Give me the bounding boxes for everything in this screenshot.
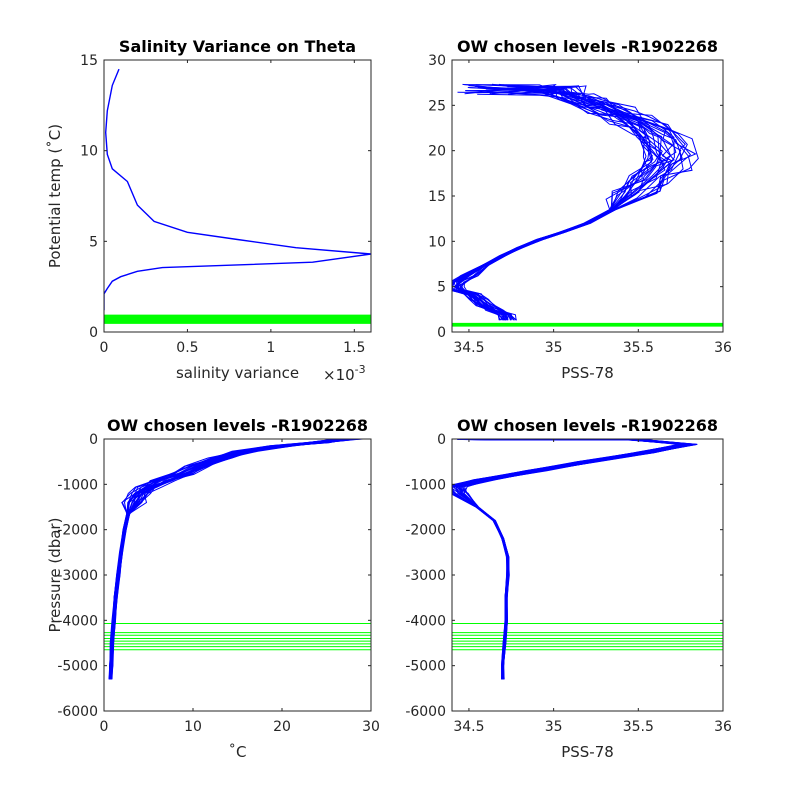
x-tick-label: 20 bbox=[273, 719, 291, 735]
y-tick-label: 15 bbox=[80, 53, 98, 69]
series-line-23 bbox=[111, 439, 354, 680]
y-tick-label: -2000 bbox=[405, 523, 446, 539]
x-axis-label: PSS-78 bbox=[561, 743, 614, 761]
y-tick-label: 20 bbox=[428, 144, 446, 160]
y-tick-label: 0 bbox=[89, 325, 98, 341]
x-tick-label: 30 bbox=[362, 719, 380, 735]
x-exponent-power: -3 bbox=[355, 363, 366, 376]
y-tick-label: 10 bbox=[80, 144, 98, 160]
series-line-28 bbox=[452, 91, 647, 321]
y-tick-label: 0 bbox=[437, 432, 446, 448]
y-axis-label: Pressure (dbar) bbox=[46, 518, 64, 633]
chart-panel-3: 0 10 20 30 -6000 -5000 -4000 -3000 -2000 -1000 0 OW… bbox=[46, 416, 380, 761]
plot-content bbox=[452, 439, 723, 680]
x-tick-label: 0 bbox=[100, 340, 109, 356]
y-tick-label: -4000 bbox=[57, 613, 98, 629]
chart-panel-2: 34.5 35 35.5 36 0 5 10 15 20 25 30 OW chosen levels… bbox=[428, 37, 732, 382]
series-line-27 bbox=[458, 88, 692, 321]
y-tick-label: 0 bbox=[89, 432, 98, 448]
x-exponent-label: ×10-3 bbox=[323, 363, 366, 384]
y-tick-label: -3000 bbox=[57, 568, 98, 584]
x-tick-label: 10 bbox=[184, 719, 202, 735]
y-tick-label: -5000 bbox=[405, 659, 446, 675]
x-tick-label: 36 bbox=[714, 340, 732, 356]
series-line-27 bbox=[460, 439, 693, 680]
x-tick-label: 0 bbox=[100, 719, 109, 735]
y-tick-label: 15 bbox=[428, 189, 446, 205]
plot-content bbox=[452, 83, 723, 327]
plot-area bbox=[104, 439, 371, 711]
x-tick-label: 34.5 bbox=[453, 340, 484, 356]
series-line-28 bbox=[452, 439, 683, 680]
chart-title: OW chosen levels -R1902268 bbox=[457, 416, 718, 435]
chart-title: OW chosen levels -R1902268 bbox=[107, 416, 368, 435]
y-tick-label: -1000 bbox=[405, 477, 446, 493]
y-tick-label: 25 bbox=[428, 98, 446, 114]
x-tick-label: 0.5 bbox=[176, 340, 198, 356]
y-tick-label: -4000 bbox=[405, 613, 446, 629]
chart-panel-1: 0 0.5 1 1.5 0 5 10 15 Salinity Variance on Theta… bbox=[46, 37, 372, 384]
x-tick-label: 34.5 bbox=[453, 719, 484, 735]
chart-panel-4: 34.5 35 35.5 36 -6000 -5000 -4000 -3000 -2000 -10… bbox=[405, 416, 732, 761]
y-tick-label: -6000 bbox=[57, 704, 98, 720]
x-tick-label: 35 bbox=[545, 719, 563, 735]
chart-title: OW chosen levels -R1902268 bbox=[457, 37, 718, 56]
chart-title: Salinity Variance on Theta bbox=[119, 37, 356, 56]
x-axis-label: salinity variance bbox=[176, 364, 299, 382]
axes-frame bbox=[103, 59, 372, 333]
x-axis-label: ˚C bbox=[229, 743, 247, 761]
y-tick-label: 0 bbox=[437, 325, 446, 341]
x-axis-label: PSS-78 bbox=[561, 364, 614, 382]
y-tick-label: -2000 bbox=[57, 523, 98, 539]
y-tick-label: -6000 bbox=[405, 704, 446, 720]
x-tick-label: 35.5 bbox=[623, 719, 654, 735]
x-tick-label: 1 bbox=[266, 340, 275, 356]
series-line-28 bbox=[109, 439, 348, 680]
x-tick-label: 36 bbox=[714, 719, 732, 735]
x-tick-label: 1.5 bbox=[343, 340, 365, 356]
plot-content bbox=[104, 68, 371, 324]
y-tick-label: 30 bbox=[428, 53, 446, 69]
y-tick-label: 5 bbox=[437, 280, 446, 296]
y-tick-label: 5 bbox=[89, 234, 98, 250]
x-tick-label: 35.5 bbox=[623, 340, 654, 356]
series-line-1 bbox=[104, 68, 371, 311]
y-axis-label: Potential temp (˚C) bbox=[46, 124, 64, 268]
y-tick-label: -5000 bbox=[57, 659, 98, 675]
y-tick-label: -1000 bbox=[57, 477, 98, 493]
x-tick-label: 35 bbox=[545, 340, 563, 356]
plot-area bbox=[104, 60, 371, 332]
y-tick-label: -3000 bbox=[405, 568, 446, 584]
y-tick-label: 10 bbox=[428, 234, 446, 250]
plot-content bbox=[104, 439, 371, 680]
plot-area bbox=[452, 439, 723, 711]
